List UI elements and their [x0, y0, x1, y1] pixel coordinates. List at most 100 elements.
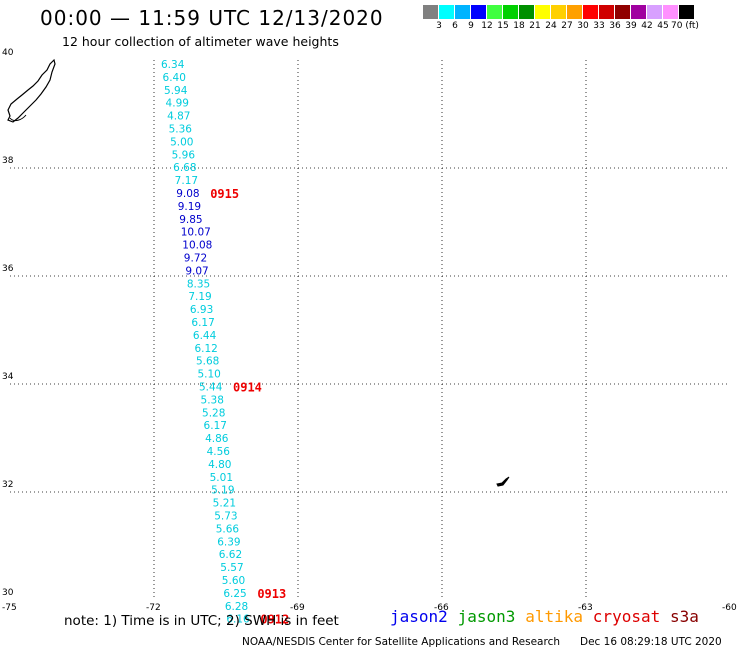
y-tick-label: 32 — [2, 480, 14, 490]
satellite-cryosat: cryosat — [592, 607, 661, 626]
wave-height-value: 9.19 — [178, 201, 201, 213]
time-labels: 0915 0914 0913 0912 — [210, 187, 289, 627]
legend-label: 9 — [468, 21, 474, 31]
wave-height-value: 5.96 — [172, 149, 196, 161]
wave-height-value: 9.72 — [184, 253, 207, 265]
wave-height-value: 6.93 — [190, 304, 213, 316]
wave-height-value: 6.68 — [173, 162, 196, 174]
satellite-jason3: jason3 — [457, 607, 516, 626]
generation-timestamp: Dec 16 08:29:18 UTC 2020 — [580, 636, 722, 648]
wave-height-value: 5.60 — [222, 575, 245, 587]
wave-height-value: 5.21 — [213, 498, 236, 510]
wave-height-value: 10.07 — [181, 227, 211, 239]
x-tick-label: -63 — [578, 603, 593, 613]
legend-label: 3 — [436, 21, 442, 31]
wave-height-value: 6.28 — [225, 601, 248, 613]
wave-height-value: 5.01 — [210, 472, 233, 484]
wave-height-value: 6.34 — [161, 59, 185, 71]
legend-label: 18 — [513, 21, 525, 31]
y-tick-label: 36 — [2, 264, 14, 274]
wave-height-value: 5.66 — [216, 523, 240, 535]
wave-height-value: 6.62 — [219, 549, 242, 561]
wave-height-value: 5.57 — [220, 562, 243, 574]
wave-height-value: 6.16 — [226, 614, 250, 626]
wave-height-value: 4.80 — [208, 459, 231, 471]
legend-swatch — [519, 5, 535, 19]
wave-height-value: 5.19 — [211, 485, 234, 497]
legend-swatch — [535, 5, 551, 19]
wave-height-value: 9.08 — [176, 188, 199, 200]
wave-height-value: 5.73 — [214, 511, 237, 523]
wave-height-value: 6.25 — [223, 588, 246, 600]
legend-label: 27 — [561, 21, 573, 31]
legend-swatch — [567, 5, 583, 19]
legend-label: 45 — [657, 21, 669, 31]
wave-height-value: 4.86 — [205, 433, 229, 445]
x-tick-label: -60 — [722, 603, 737, 613]
wave-height-value: 8.35 — [187, 278, 210, 290]
x-tick-label: -69 — [290, 603, 305, 613]
satellite-s3a: s3a — [670, 607, 699, 626]
wave-height-value: 6.17 — [204, 420, 227, 432]
x-tick-label: -66 — [434, 603, 449, 613]
legend-label: 39 — [625, 21, 637, 31]
coastline — [9, 114, 27, 122]
graticule — [10, 60, 730, 600]
legend-swatch — [439, 5, 455, 19]
legend-label: 12 — [481, 21, 493, 31]
time-label: 0913 — [257, 587, 286, 601]
legend-swatch — [423, 5, 439, 19]
legend-label: 6 — [452, 21, 458, 31]
credit-text: NOAA/NESDIS Center for Satellite Applica… — [242, 636, 560, 648]
legend-swatch — [503, 5, 519, 19]
island — [496, 476, 510, 487]
wave-height-value: 6.40 — [163, 72, 186, 84]
legend-swatch — [679, 5, 695, 19]
footnote: note: 1) Time is in UTC; 2) SWH is in fe… — [64, 613, 339, 629]
y-tick-label: 40 — [2, 48, 14, 58]
legend-label: 30 — [577, 21, 589, 31]
wave-height-value: 6.39 — [217, 536, 240, 548]
y-tick-label: 38 — [2, 156, 14, 166]
legend-swatch — [631, 5, 647, 19]
wave-height-value: 5.68 — [196, 356, 219, 368]
wave-height-value: 5.44 — [199, 382, 223, 394]
wave-height-value: 5.10 — [197, 369, 220, 381]
wave-height-value: 5.00 — [170, 136, 193, 148]
legend-swatch — [663, 5, 679, 19]
credit-line: NOAA/NESDIS Center for Satellite Applica… — [242, 636, 722, 648]
wave-height-value: 10.08 — [182, 240, 212, 252]
wave-height-value: 9.07 — [185, 265, 208, 277]
legend-swatch — [615, 5, 631, 19]
legend-swatch — [599, 5, 615, 19]
x-tick-label: -72 — [146, 603, 161, 613]
legend-swatch — [551, 5, 567, 19]
legend-swatch — [487, 5, 503, 19]
altimeter-track: 6.346.405.944.994.875.365.005.966.687.17… — [161, 59, 250, 626]
y-tick-label: 30 — [2, 588, 14, 598]
legend-label: 36 — [609, 21, 621, 31]
legend-label: 70 (ft) — [671, 21, 699, 31]
time-label: 0912 — [260, 613, 289, 627]
wave-height-value: 4.99 — [166, 98, 189, 110]
wave-height-value: 6.12 — [194, 343, 217, 355]
wave-height-value: 5.36 — [169, 124, 193, 136]
legend-label: 33 — [593, 21, 605, 31]
satellite-altika: altika — [525, 607, 583, 626]
wave-height-value: 6.17 — [191, 317, 214, 329]
legend-swatch — [647, 5, 663, 19]
legend-label: 21 — [529, 21, 541, 31]
legend-label: 42 — [641, 21, 653, 31]
color-legend — [423, 5, 695, 19]
map-title: 00:00 — 11:59 UTC 12/13/2020 — [40, 6, 384, 30]
time-label: 0915 — [210, 187, 239, 201]
legend-swatch — [583, 5, 599, 19]
x-tick-label: -75 — [2, 603, 17, 613]
map-subtitle: 12 hour collection of altimeter wave hei… — [62, 34, 339, 49]
legend-label: 15 — [497, 21, 509, 31]
coastline — [7, 58, 56, 123]
wave-height-value: 7.17 — [175, 175, 198, 187]
wave-height-value: 9.85 — [179, 214, 202, 226]
